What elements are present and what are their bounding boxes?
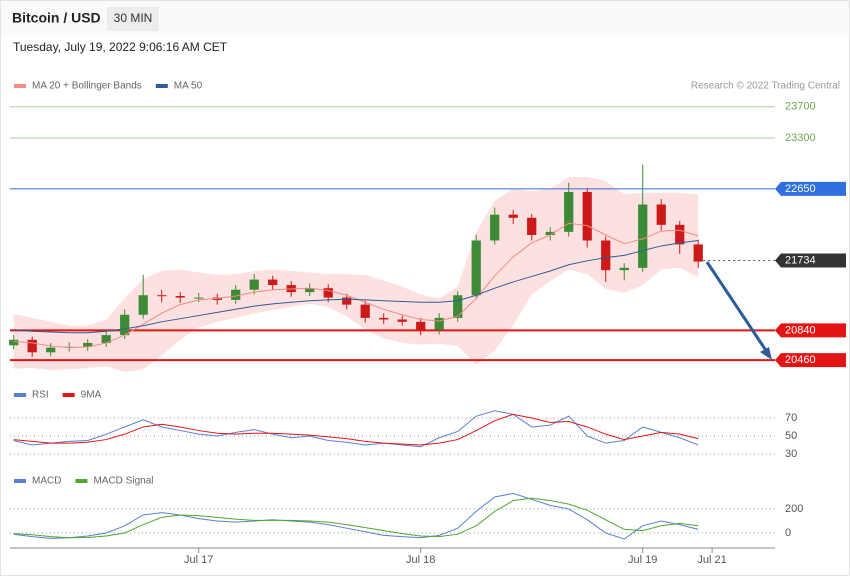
y-tick-label: 50 xyxy=(785,430,797,442)
candle-body xyxy=(453,295,463,318)
legend-label: MACD Signal xyxy=(93,476,153,487)
datetime: Tuesday, July 19, 2022 9:06:16 AM CET xyxy=(13,40,228,54)
indicator-line xyxy=(13,492,699,540)
indicator-line xyxy=(13,497,699,539)
candle-body xyxy=(46,347,56,353)
candle-body xyxy=(471,240,481,296)
moving-average xyxy=(13,222,699,349)
level-label: 20840 xyxy=(785,324,816,336)
x-tick-label: Jul 21 xyxy=(697,554,726,566)
candle-body xyxy=(268,279,278,286)
timeframe-box xyxy=(107,7,159,31)
candle-body xyxy=(249,279,259,290)
y-tick-label: 70 xyxy=(785,412,797,424)
candle-body xyxy=(194,297,204,299)
legend-label: MACD xyxy=(32,476,61,487)
candle-body xyxy=(527,217,537,235)
candle-body xyxy=(693,244,703,262)
level-label-box xyxy=(775,181,846,196)
legend-label: RSI xyxy=(32,390,49,401)
y-tick-label: 30 xyxy=(785,448,797,460)
candle-body xyxy=(545,231,555,235)
source: Research © 2022 Trading Central xyxy=(691,81,840,92)
candle-body xyxy=(397,319,407,322)
legend-swatch xyxy=(155,84,168,88)
candle-body xyxy=(619,267,629,271)
candle-body xyxy=(231,289,241,300)
candle-body xyxy=(379,317,389,320)
x-tick-label: Jul 17 xyxy=(184,554,213,566)
candle-body xyxy=(27,339,37,353)
y-tick-label: 0 xyxy=(785,527,791,539)
y-tick-label: 200 xyxy=(785,503,803,515)
candle-body xyxy=(138,295,148,315)
level-label-box xyxy=(775,253,846,268)
legend-label: 9MA xyxy=(81,390,102,401)
candle-body xyxy=(83,342,93,347)
candle-body xyxy=(601,240,611,271)
forecast-arrowhead xyxy=(760,347,772,360)
legend-swatch xyxy=(75,479,88,483)
candle-body xyxy=(638,204,648,268)
level-label: 23700 xyxy=(785,101,816,113)
timeframe: 30 MIN xyxy=(114,11,153,25)
candle-body xyxy=(175,296,185,298)
indicator-line xyxy=(13,410,699,448)
plot: 23700 23300 22650 21734 20840 20460 MA 20 + Bo… xyxy=(9,81,846,566)
level-label-box xyxy=(775,323,846,338)
legend-swatch xyxy=(62,393,75,397)
candle-body xyxy=(360,304,370,318)
indicator-line xyxy=(13,413,699,446)
level-label: 22650 xyxy=(785,183,816,195)
level-label-box xyxy=(775,353,846,368)
title: Bitcoin / USD xyxy=(12,10,101,26)
legend-label: MA 20 + Bollinger Bands xyxy=(32,81,142,92)
legend-swatch xyxy=(14,84,26,88)
level-label: 20460 xyxy=(785,354,816,366)
candle-body xyxy=(101,335,111,343)
candle-body xyxy=(434,317,444,330)
candle-body xyxy=(120,314,130,336)
candle-body xyxy=(416,321,426,330)
candle-body xyxy=(508,214,518,218)
candle-body xyxy=(490,214,500,241)
moving-average xyxy=(13,239,699,334)
legend-label: MA 50 xyxy=(174,81,203,92)
level-label: 23300 xyxy=(785,132,816,144)
x-tick-label: Jul 18 xyxy=(406,554,435,566)
candle-body xyxy=(157,295,167,297)
candle-body xyxy=(342,297,352,305)
x-tick-label: Jul 19 xyxy=(628,554,657,566)
candle-body xyxy=(9,339,19,346)
legend-swatch xyxy=(14,479,26,483)
legend-swatch xyxy=(14,393,26,397)
candle-body xyxy=(564,191,574,232)
candle-body xyxy=(656,204,666,225)
candle-body xyxy=(582,191,592,241)
level-label: 21734 xyxy=(785,254,816,266)
forecast-arrow xyxy=(705,261,771,356)
candle-body xyxy=(323,288,333,298)
bollinger-band xyxy=(13,177,699,372)
candle-body xyxy=(305,288,315,293)
candle-body xyxy=(675,224,685,245)
